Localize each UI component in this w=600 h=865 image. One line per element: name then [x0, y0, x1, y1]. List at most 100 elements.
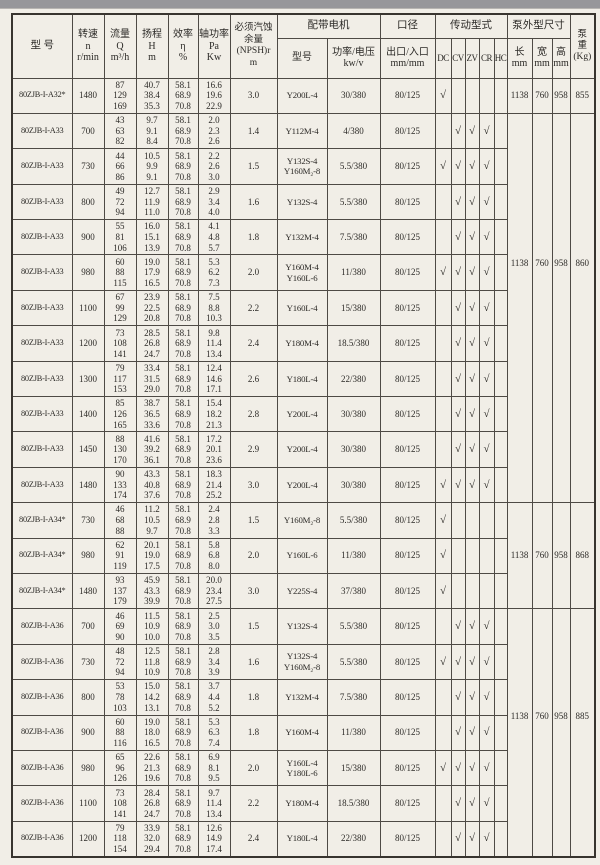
cell-speed: 1200: [71, 820, 105, 858]
cell-speed: 1300: [71, 360, 105, 398]
spec-row: 80ZJB-I-A36 800 53 78 103 15.0 14.2 13.1 58.…: [11, 679, 595, 716]
spec-row: 80ZJB-I-A36 730 48 72 94 12.5 11.8 10.9 58.1…: [11, 643, 595, 681]
cell-speed: 980: [71, 749, 105, 787]
cell-head: 9.7 9.1 8.4: [135, 112, 169, 150]
cell-flow: 79 117 153: [103, 360, 137, 398]
checkmark-cell-cv: [450, 537, 466, 574]
checkmark-cell-zv: √: [464, 820, 480, 858]
checkmark-cell-dc: [434, 396, 452, 433]
cell-motor-model: Y112M-4: [276, 112, 328, 150]
checkmark-cell-cv: √: [450, 820, 466, 858]
spec-row: 80ZJB-I-A36 1200 79 118 154 33.9 32.0 29.4 5…: [11, 820, 595, 858]
cell-bore: 80/125: [379, 112, 436, 150]
checkmark-cell-cv: √: [450, 466, 466, 504]
cell-speed: 730: [71, 643, 105, 681]
cell-model: 80ZJB-I-A33: [11, 254, 73, 291]
checkmark-cell-cv: √: [450, 714, 466, 751]
cell-motor-power: 5.5/380: [326, 502, 381, 539]
checkmark-cell-hc: [493, 749, 508, 787]
checkmark-cell-dc: [434, 219, 452, 256]
cell-weight-value: 860: [575, 257, 590, 268]
cell-head: 19.0 17.9 16.5: [135, 254, 169, 291]
cell-speed: 900: [71, 219, 105, 256]
cell-motor-power: 7.5/380: [326, 679, 381, 716]
cell-motor-model: Y160M-4 Y160L-6: [276, 254, 328, 291]
cell-npsh: 2.0: [229, 749, 278, 787]
cell-weight-value: 868: [575, 550, 590, 561]
header-dim-length: 长 mm: [506, 37, 533, 79]
cell-efficiency: 58.1 68.9 70.8: [167, 608, 199, 645]
cell-efficiency: 58.1 68.9 70.8: [167, 325, 199, 362]
cell-dim-height-value: 958: [554, 257, 568, 268]
checkmark-cell-cr: √: [478, 431, 495, 468]
checkmark-cell-cv: √: [450, 219, 466, 256]
header-flow: 流量 Q m³/h: [103, 13, 137, 79]
cell-model: 80ZJB-I-A33: [11, 289, 73, 327]
checkmark-cell-zv: √: [464, 714, 480, 751]
spec-row: 80ZJB-I-A36 900 60 88 116 19.0 18.0 16.5 58.…: [11, 714, 595, 751]
cell-bore: 80/125: [379, 466, 436, 504]
cell-model: 80ZJB-I-A36: [11, 679, 73, 716]
cell-efficiency: 58.1 68.9 70.8: [167, 183, 199, 221]
cell-head: 11.2 10.5 9.7: [135, 502, 169, 539]
cell-motor-power: 5.5/380: [326, 643, 381, 681]
cell-head: 19.0 18.0 16.5: [135, 714, 169, 751]
cell-bore: 80/125: [379, 714, 436, 751]
cell-dim-height: 958: [551, 608, 571, 858]
cell-flow: 46 69 90: [103, 608, 137, 645]
checkmark-cell-hc: [493, 679, 508, 716]
cell-shaft-power: 2.4 2.8 3.3: [197, 502, 231, 539]
cell-weight-value: 885: [575, 711, 590, 722]
cell-shaft-power: 9.8 11.4 13.4: [197, 325, 231, 362]
cell-model: 80ZJB-I-A33: [11, 112, 73, 150]
checkmark-cell-cr: [478, 77, 495, 114]
cell-model: 80ZJB-I-A33: [11, 431, 73, 468]
cell-head: 10.5 9.9 9.1: [135, 148, 169, 185]
cell-motor-power: 11/380: [326, 714, 381, 751]
cell-flow: 79 118 154: [103, 820, 137, 858]
cell-model: 80ZJB-I-A33: [11, 148, 73, 185]
cell-shaft-power: 15.4 18.2 21.3: [197, 396, 231, 433]
cell-speed: 900: [71, 714, 105, 751]
cell-npsh: 2.8: [229, 396, 278, 433]
checkmark-cell-cv: √: [450, 749, 466, 787]
cell-weight: 855: [569, 77, 596, 114]
checkmark-cell-zv: √: [464, 679, 480, 716]
checkmark-cell-zv: √: [464, 785, 480, 822]
checkmark-cell-cr: [478, 572, 495, 610]
cell-motor-model: Y132S-4 Y160M₂-8: [276, 643, 328, 681]
cell-efficiency: 58.1 68.9 70.8: [167, 219, 199, 256]
checkmark-cell-hc: [493, 820, 508, 858]
cell-motor-model: Y132S-4: [276, 183, 328, 221]
cell-shaft-power: 2.9 3.4 4.0: [197, 183, 231, 221]
cell-head: 22.6 21.3 19.6: [135, 749, 169, 787]
header-drive-cr: CR: [478, 37, 495, 79]
spec-row: 80ZJB-I-A33 900 55 81 106 16.0 15.1 13.9 58.…: [11, 219, 595, 256]
cell-motor-model: Y180L-4: [276, 360, 328, 398]
cell-dim-height: 958: [551, 77, 571, 114]
cell-npsh: 1.5: [229, 502, 278, 539]
checkmark-cell-cv: √: [450, 148, 466, 185]
cell-shaft-power: 2.0 2.3 2.6: [197, 112, 231, 150]
spec-row: 80ZJB-I-A34* 730 46 68 88 11.2 10.5 9.7 58.1…: [11, 502, 596, 610]
cell-model: 80ZJB-I-A33: [11, 219, 73, 256]
cell-motor-power: 30/380: [326, 77, 381, 114]
cell-motor-power: 30/380: [326, 396, 381, 433]
cell-flow: 73 108 141: [103, 785, 137, 822]
cell-dim-length-value: 1138: [510, 257, 529, 268]
cell-flow: 65 96 126: [103, 749, 137, 787]
cell-npsh: 2.4: [229, 325, 278, 362]
checkmark-cell-zv: √: [464, 183, 480, 221]
spec-row: 80ZJB-I-A33 980 60 88 115 19.0 17.9 16.5 58.…: [11, 254, 595, 291]
pump-spec-table: 型 号 转速 n r/min 流量 Q m³/h 扬程 H m 效率 η % 轴…: [11, 13, 597, 858]
cell-npsh: 1.8: [229, 714, 278, 751]
checkmark-cell-hc: [493, 219, 508, 256]
checkmark-cell-zv: √: [464, 148, 480, 185]
cell-bore: 80/125: [379, 396, 436, 433]
checkmark-cell-zv: √: [464, 396, 480, 433]
cell-speed: 730: [71, 502, 105, 539]
checkmark-cell-cr: √: [478, 396, 495, 433]
checkmark-cell-dc: [434, 820, 452, 858]
header-dim-height: 高 mm: [551, 37, 571, 79]
